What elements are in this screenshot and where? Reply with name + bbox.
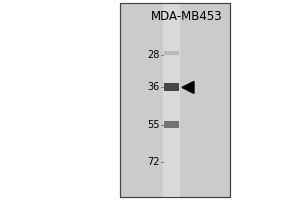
Text: 55: 55 xyxy=(148,120,160,130)
Bar xyxy=(164,83,179,91)
Bar xyxy=(230,0,300,200)
Bar xyxy=(164,121,179,128)
Polygon shape xyxy=(182,81,194,93)
Text: 72: 72 xyxy=(148,157,160,167)
Text: MDA-MB453: MDA-MB453 xyxy=(151,10,222,23)
Bar xyxy=(164,51,179,55)
Text: 28: 28 xyxy=(148,50,160,60)
Text: 36: 36 xyxy=(148,82,160,92)
Bar xyxy=(120,3,230,197)
Bar xyxy=(163,3,180,197)
Bar xyxy=(120,3,230,197)
Bar xyxy=(0,0,120,200)
